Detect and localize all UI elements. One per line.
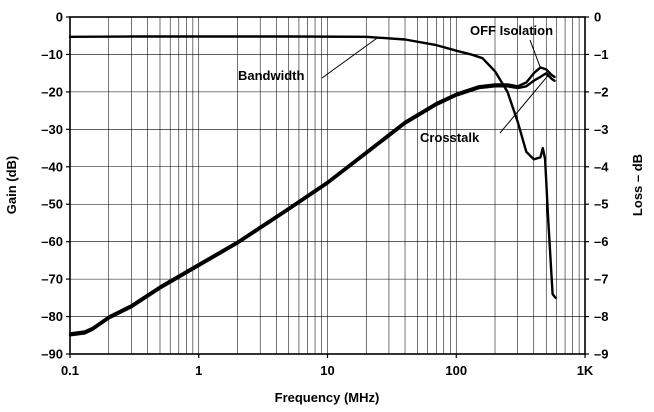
off-isolation-leader-line xyxy=(529,39,541,68)
x-tick-label: 1 xyxy=(195,363,202,378)
y2-tick-label: –8 xyxy=(594,309,608,324)
grid xyxy=(70,17,585,354)
bandwidth-leader-line xyxy=(321,36,380,79)
y2-tick-label: –2 xyxy=(594,84,608,99)
crosstalk-annotation: Crosstalk xyxy=(420,130,480,145)
y2-tick-labels: 0 –1 –2 –3 –4 –5 –6 –7 –8 –9 xyxy=(585,10,609,362)
y2-tick-label: –4 xyxy=(594,159,609,174)
y-tick-label: –20 xyxy=(41,84,63,99)
x-tick-label: 100 xyxy=(445,363,467,378)
y2-tick-label: 0 xyxy=(594,10,601,25)
y2-tick-label: –9 xyxy=(594,347,608,362)
series-crosstalk-line xyxy=(68,72,556,337)
x-tick-label: 1K xyxy=(577,363,594,378)
series-off-isolation-line xyxy=(68,66,556,335)
x-tick-labels: 0.1 1 10 100 1K xyxy=(61,354,594,378)
y-tick-label: –50 xyxy=(41,197,63,212)
series-bandwidth-line xyxy=(68,35,557,299)
y2-tick-label: –7 xyxy=(594,272,608,287)
x-tick-label: 10 xyxy=(320,363,334,378)
y-tick-label: –90 xyxy=(41,347,63,362)
y2-tick-label: –6 xyxy=(594,234,608,249)
y-tick-label: –80 xyxy=(41,309,63,324)
y-tick-label: –10 xyxy=(41,47,63,62)
y-axis-title: Gain (dB) xyxy=(4,156,19,215)
y2-tick-label: –3 xyxy=(594,122,608,137)
y-tick-labels: 0 –10 –20 –30 –40 –50 –60 –70 –80 –90 xyxy=(41,10,70,362)
bandwidth-annotation: Bandwidth xyxy=(238,68,304,83)
off-isolation-annotation: OFF Isolation xyxy=(470,23,553,38)
y2-tick-label: –1 xyxy=(594,47,608,62)
y2-axis-title: Loss – dB xyxy=(630,154,645,216)
x-tick-label: 0.1 xyxy=(61,363,79,378)
crosstalk-leader-line xyxy=(499,74,549,134)
y2-tick-label: –5 xyxy=(594,197,608,212)
x-axis-title: Frequency (MHz) xyxy=(275,390,380,405)
y-tick-label: –30 xyxy=(41,122,63,137)
y-tick-label: –70 xyxy=(41,272,63,287)
y-tick-label: –40 xyxy=(41,159,63,174)
annotations: OFF Isolation Bandwidth Crosstalk xyxy=(238,23,553,145)
series-layer xyxy=(68,35,557,337)
y-tick-label: 0 xyxy=(56,10,63,25)
y-tick-label: –60 xyxy=(41,234,63,249)
